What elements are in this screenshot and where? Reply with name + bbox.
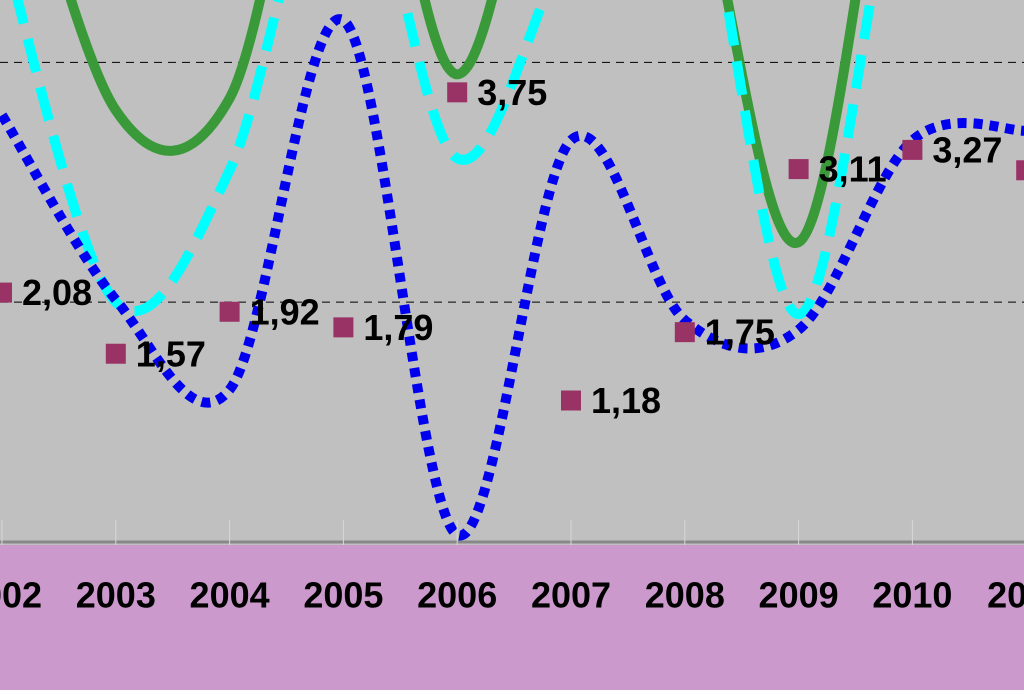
marker: [333, 317, 354, 338]
x-tick-label: 2002: [0, 575, 42, 616]
x-tick-label: 2010: [872, 575, 952, 616]
data-label: 1,57: [136, 333, 206, 374]
data-label: 3,75: [477, 72, 547, 113]
series-line: [0, 14, 1024, 541]
data-label: 3,11: [819, 149, 887, 190]
x-tick-label: 2004: [190, 575, 270, 616]
x-tick-label: 2008: [645, 575, 725, 616]
axis-band: [0, 545, 1024, 690]
marker: [674, 322, 695, 343]
marker: [1016, 160, 1024, 181]
marker: [561, 390, 581, 411]
x-tick-label: 2005: [303, 575, 383, 616]
marker: [219, 301, 240, 322]
marker: [105, 343, 126, 364]
marker: [788, 159, 809, 180]
data-label: 1,75: [705, 312, 775, 353]
x-tick-label: 2003: [76, 575, 156, 616]
marker: [0, 282, 12, 303]
x-tick-label: 2006: [417, 575, 497, 616]
data-label: 1,92: [250, 291, 320, 332]
marker: [447, 82, 468, 103]
x-tick-label: 2007: [531, 575, 611, 616]
data-label: 1,18: [591, 380, 661, 421]
x-tick-label: 2009: [759, 575, 839, 616]
x-tick-label: 2011: [987, 575, 1024, 616]
plot-area: [0, 0, 1024, 545]
marker: [902, 139, 923, 160]
curves: [0, 0, 1024, 541]
data-label: 2,08: [22, 272, 92, 313]
data-label: 1,79: [363, 307, 433, 348]
series-line: [12, 0, 876, 320]
data-label: 3,27: [932, 129, 1002, 170]
series-line: [65, 0, 861, 248]
